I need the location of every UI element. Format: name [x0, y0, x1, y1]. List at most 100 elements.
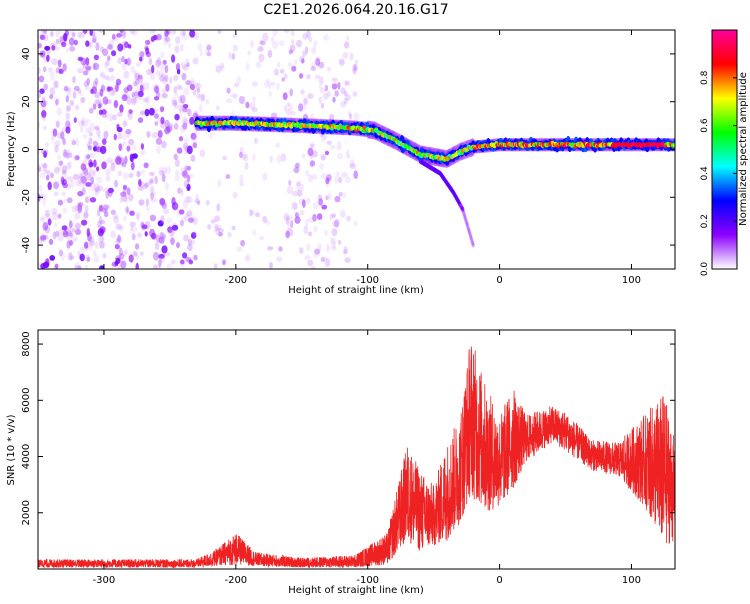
- spectrogram-noise-cell: [79, 253, 85, 262]
- spectrogram-noise-cell: [249, 102, 256, 110]
- spectrogram-noise-cell: [244, 162, 249, 170]
- spectrogram-noise-cell: [322, 256, 328, 262]
- spectrogram-noise-cell: [69, 45, 76, 52]
- spectrogram-noise-cell: [321, 204, 328, 210]
- spectrogram-noise-cell: [91, 37, 97, 44]
- spectrogram-noise-cell: [337, 176, 343, 184]
- spectrogram-noise-cell: [311, 174, 318, 180]
- spectrogram-noise-cell: [88, 162, 94, 168]
- spectrogram-noise-cell: [97, 220, 102, 229]
- spectrogram-noise-cell: [97, 209, 101, 217]
- spectrogram-noise-cell: [353, 170, 359, 180]
- spectrogram-noise-cell: [72, 91, 77, 99]
- spectrogram-noise-cell: [267, 81, 271, 90]
- spectrogram-noise-cell: [135, 78, 140, 85]
- spectrogram-noise-cell: [150, 36, 155, 42]
- spectrogram-noise-cell: [348, 113, 352, 120]
- spectrogram-noise-cell: [198, 93, 202, 102]
- spectrogram-noise-cell: [156, 145, 161, 155]
- spectrogram-noise-cell: [127, 110, 131, 118]
- spectrogram-noise-cell: [94, 188, 99, 197]
- spectrogram-noise-cell: [126, 187, 131, 196]
- spectrogram-noise-cell: [77, 31, 82, 39]
- spectrogram-noise-cell: [334, 219, 340, 228]
- spectrogram-noise-cell: [296, 181, 301, 187]
- spectrogram-noise-cell: [125, 128, 132, 135]
- spectrogram-noise-cell: [108, 89, 115, 96]
- spectrogram-noise-cell: [77, 190, 84, 197]
- spectrogram-noise-cell: [58, 68, 64, 74]
- spectrogram-noise-cell: [38, 166, 42, 173]
- spectrogram-noise-cell: [63, 174, 69, 180]
- spectrogram-noise-cell: [128, 109, 133, 114]
- spectrogram-noise-cell: [86, 77, 90, 86]
- spectrogram-plot-area: [38, 30, 675, 269]
- spectrogram-noise-cell: [50, 71, 56, 81]
- spectrogram-noise-cell: [51, 212, 58, 221]
- spectrogram-noise-cell: [205, 99, 210, 105]
- spectrogram-noise-cell: [313, 40, 318, 47]
- spectrogram-branch-cell: [462, 211, 466, 217]
- spectrogram-noise-cell: [58, 235, 64, 242]
- spectrogram-noise-cell: [231, 110, 235, 118]
- spectrogram-noise-cell: [122, 40, 128, 47]
- spectrogram-noise-cell: [115, 156, 122, 165]
- snr-x-tick-label: -200: [224, 575, 247, 586]
- spectrogram-noise-cell: [280, 153, 287, 162]
- spectrogram-noise-cell: [99, 241, 105, 249]
- spectrogram-branch-cell: [461, 209, 465, 214]
- spectrogram-noise-cell: [126, 130, 131, 139]
- spectrogram-noise-cell: [68, 230, 73, 237]
- spectrogram-noise-cell: [88, 169, 96, 178]
- spectrogram-noise-cell: [94, 91, 100, 99]
- spectrogram-noise-cell: [87, 244, 93, 251]
- spectrogram-noise-cell: [68, 252, 73, 261]
- spectrogram-noise-cell: [122, 132, 127, 141]
- spectrogram-noise-cell: [276, 155, 282, 164]
- spectrogram-noise-cell: [102, 138, 107, 146]
- spectrogram-noise-cell: [145, 95, 151, 105]
- spectrogram-branch-cell: [467, 227, 471, 232]
- spectrogram-noise-cell: [304, 254, 311, 261]
- spectrogram-noise-cell: [270, 35, 275, 43]
- spectrogram-noise-cell: [250, 209, 255, 216]
- spectrogram-noise-cell: [110, 159, 116, 166]
- spectrogram-noise-cell: [76, 203, 80, 210]
- spectrogram-noise-cell: [53, 167, 60, 174]
- spectrogram-noise-cell: [89, 182, 96, 191]
- spectrogram-noise-cell: [127, 112, 133, 121]
- snr-x-tick-label: -300: [93, 575, 116, 586]
- spectrogram-noise-cell: [63, 198, 69, 204]
- spectrogram-noise-cell: [109, 113, 113, 122]
- spectrogram-noise-cell: [61, 165, 68, 173]
- spectrogram-noise-cell: [54, 223, 58, 228]
- snr-frame: [37, 329, 676, 570]
- spectrogram-noise-cell: [342, 52, 349, 59]
- spectrogram-noise-cell: [155, 59, 162, 68]
- spectrogram-noise-cell: [45, 258, 50, 267]
- spectrogram-noise-cell: [111, 87, 118, 93]
- spectrogram-noise-cell: [38, 121, 41, 130]
- spectrogram-branch-cell: [471, 240, 475, 246]
- spectrogram-noise-cell: [329, 214, 334, 220]
- spectrogram-noise-cell: [162, 59, 167, 65]
- spectrogram-noise-cell: [145, 205, 151, 212]
- spectrogram-noise-cell: [192, 231, 197, 237]
- spectrogram-noise-cell: [140, 169, 145, 175]
- spectrogram-noise-cell: [99, 265, 105, 269]
- spectrogram-noise-cell: [165, 37, 171, 42]
- spectrogram-noise-cell: [179, 220, 184, 227]
- spectrogram-noise-cell: [262, 32, 269, 42]
- spectrogram-noise-cell: [145, 181, 150, 188]
- spectrogram-noise-cell: [63, 33, 68, 42]
- spectrogram-noise-cell: [48, 67, 53, 73]
- spectrogram-noise-cell: [236, 75, 242, 85]
- spectrogram-noise-cell: [307, 174, 313, 183]
- spectrogram-noise-cell: [45, 142, 49, 148]
- spectrogram-noise-cell: [352, 91, 358, 97]
- spectrogram-noise-cell: [287, 103, 293, 111]
- spectrogram-noise-cell: [104, 61, 109, 70]
- spectrogram-noise-cell: [174, 174, 180, 182]
- spectrogram-noise-cell: [74, 222, 81, 230]
